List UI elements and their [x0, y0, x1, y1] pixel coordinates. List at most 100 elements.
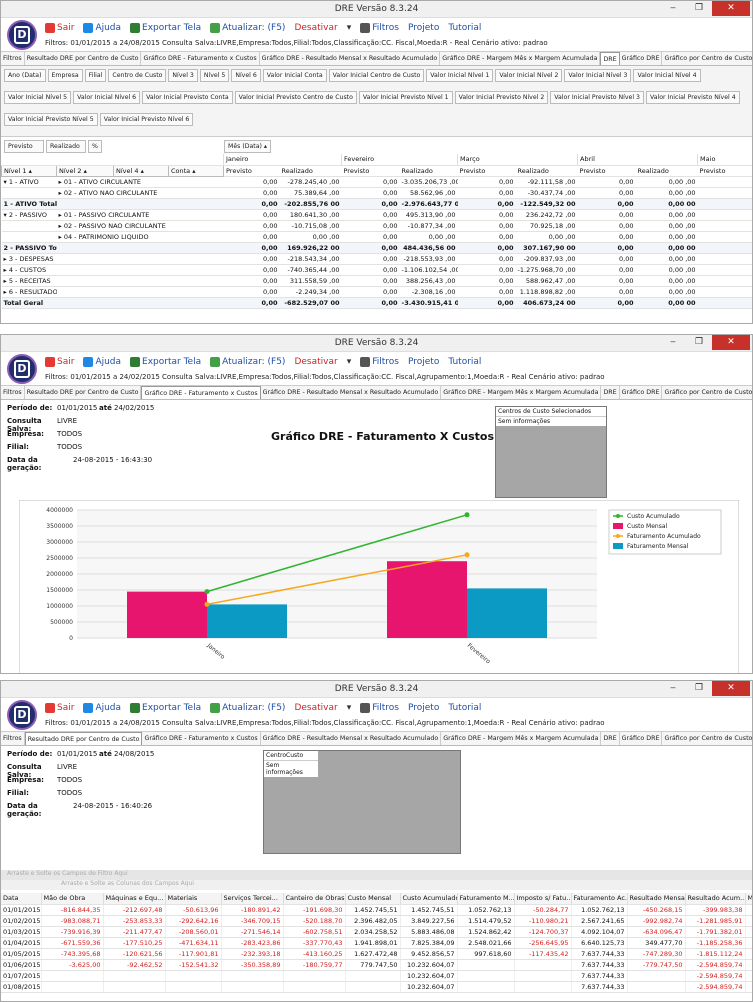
maximize-button[interactable]: ❐ — [694, 3, 704, 13]
field-chip[interactable]: Nível 3 — [168, 69, 198, 82]
line-point[interactable] — [464, 552, 470, 558]
tab-2[interactable]: Gráfico DRE - Faturamento x Custos — [141, 52, 260, 65]
menu-item-2[interactable]: Exportar Tela — [130, 703, 201, 713]
tab-0[interactable]: Filtros — [1, 732, 25, 745]
tab-3[interactable]: Gráfico DRE - Resultado Mensal x Resulta… — [261, 732, 442, 745]
tab-7[interactable]: Gráfico por Centro de Custo — [662, 386, 752, 399]
menu-item-3[interactable]: Atualizar: (F5) — [210, 357, 285, 367]
data-field-chip[interactable]: Previsto — [4, 140, 44, 153]
row-field-chip[interactable]: Conta ▴ — [168, 164, 224, 177]
table-row[interactable]: 01/07/2015 10.232.604,07 7.637.744,33 -2.59… — [1, 970, 752, 982]
column-header[interactable]: Custo Acumulado — [400, 893, 458, 905]
tab-3[interactable]: Gráfico DRE - Resultado Mensal x Resulta… — [261, 386, 442, 399]
pivot-row[interactable]: ▸ 02 - ATIVO NAO CIRCULANTE 0,00 75.389,64… — [1, 187, 752, 199]
tab-4[interactable]: Gráfico DRE - Margem Mês x Margem Acumul… — [441, 386, 602, 399]
pivot-row[interactable]: 1 - ATIVO Total 0,00 -202.855,76 00 0,00 -2.… — [1, 198, 752, 210]
tab-1[interactable]: Resultado DRE por Centro de Custo — [24, 732, 143, 745]
field-chip[interactable]: Valor Inicial Nível 5 — [4, 91, 72, 104]
menu-item-1[interactable]: Ajuda — [83, 23, 121, 33]
maximize-button[interactable]: ❐ — [694, 337, 704, 347]
table-row[interactable]: 01/06/2015 -3.625,00 -92.462,52 -152.541,32… — [1, 959, 752, 971]
tab-7[interactable]: Gráfico por Centro de Custo — [662, 52, 752, 65]
column-header[interactable]: Resultado Mensal — [627, 893, 686, 905]
column-header[interactable]: Mão de Obra — [41, 893, 104, 905]
menu-item-6[interactable]: Filtros — [360, 23, 399, 33]
menu-item-5[interactable]: ▾ — [346, 23, 352, 33]
line-point[interactable] — [464, 512, 470, 518]
tab-5[interactable]: DRE — [601, 386, 620, 399]
pivot-row[interactable]: ▸ 02 - PASSIVO NAO CIRCULANTE 0,00 -10.715… — [1, 220, 752, 232]
field-chip[interactable]: Centro de Custo — [108, 69, 167, 82]
menu-item-5[interactable]: ▾ — [346, 357, 352, 367]
field-chip[interactable]: Valor Inicial Previsto Nível 5 — [4, 113, 98, 126]
field-chip[interactable]: Valor Inicial Conta — [262, 69, 327, 82]
tab-4[interactable]: Gráfico DRE - Margem Mês x Margem Acumul… — [440, 52, 601, 65]
menu-item-3[interactable]: Atualizar: (F5) — [210, 703, 285, 713]
data-field-chip[interactable]: Realizado — [46, 140, 86, 153]
column-field-month[interactable]: Mês (Data) ▴ — [224, 140, 272, 153]
tab-5[interactable]: DRE — [601, 732, 620, 745]
tab-2[interactable]: Gráfico DRE - Faturamento x Custos — [142, 732, 261, 745]
table-row[interactable]: 01/02/2015 -983.088,71 -253.853,33 -292.642… — [1, 915, 752, 927]
menu-item-7[interactable]: Projeto — [407, 357, 440, 367]
field-chip[interactable]: Valor Inicial Previsto Nível 6 — [99, 113, 194, 126]
menu-item-0[interactable]: Sair — [45, 703, 74, 713]
column-header[interactable]: Canteiro de Obras — [283, 893, 346, 905]
minimize-button[interactable]: ‒ — [670, 3, 676, 13]
pivot-row[interactable]: Total Geral 0,00 -682.529,07 00 0,00 -3.430.… — [1, 297, 752, 309]
tab-6[interactable]: Gráfico DRE — [620, 732, 663, 745]
table-row[interactable]: 01/04/2015 -671.559,36 -177.510,25 -471.634… — [1, 937, 752, 949]
month-header[interactable]: Maio — [697, 154, 752, 166]
menu-item-4[interactable]: Desativar — [294, 703, 338, 713]
menu-item-4[interactable]: Desativar — [294, 23, 338, 33]
tab-1[interactable]: Resultado DRE por Centro de Custo — [25, 52, 142, 65]
close-button[interactable]: ✕ — [712, 1, 750, 16]
month-header[interactable]: Fevereiro — [340, 154, 458, 166]
field-chip[interactable]: Valor Inicial Previsto Nível 3 — [550, 91, 644, 104]
menu-item-0[interactable]: Sair — [45, 23, 74, 33]
menu-item-6[interactable]: Filtros — [360, 703, 399, 713]
menu-item-2[interactable]: Exportar Tela — [130, 23, 201, 33]
field-chip[interactable]: Valor Inicial Nível 6 — [73, 91, 141, 104]
month-header[interactable]: Janeiro — [223, 154, 342, 166]
menu-item-8[interactable]: Tutorial — [448, 23, 482, 33]
field-chip[interactable]: Valor Inicial Centro de Custo — [328, 69, 425, 82]
bar-custo-mensal[interactable] — [127, 591, 207, 638]
field-chip[interactable]: Empresa — [47, 69, 83, 82]
bar-custo-mensal[interactable] — [387, 561, 467, 638]
pivot-row[interactable]: ▾ 1 - ATIVO ▸ 01 - ATIVO CIRCULANTE 0,00 -2… — [1, 176, 752, 188]
tab-0[interactable]: Filtros — [1, 386, 25, 399]
menu-item-1[interactable]: Ajuda — [83, 703, 121, 713]
menu-item-2[interactable]: Exportar Tela — [130, 357, 201, 367]
pivot-row[interactable]: ▸ 5 - RECEITAS 0,00 311.558,59 ,00 0,00 388.… — [1, 275, 752, 287]
line-point[interactable] — [204, 589, 210, 595]
menu-item-5[interactable]: ▾ — [346, 703, 352, 713]
tab-4[interactable]: Gráfico DRE - Margem Mês x Margem Acumul… — [441, 732, 602, 745]
row-field-chip[interactable]: Nível 1 ▴ — [1, 164, 57, 177]
table-row[interactable]: 01/03/2015 -739.916,39 -211.477,47 -208.560… — [1, 926, 752, 938]
field-chip[interactable]: Valor Inicial Previsto Centro de Custo — [234, 91, 357, 104]
menu-item-3[interactable]: Atualizar: (F5) — [210, 23, 285, 33]
field-chip[interactable]: Nível 6 — [231, 69, 261, 82]
field-chip[interactable]: Nível 5 — [199, 69, 230, 82]
table-row[interactable]: 01/08/2015 10.232.604,07 7.637.744,33 -2.59… — [1, 981, 752, 993]
bar-faturamento-mensal[interactable] — [467, 588, 547, 638]
column-header[interactable]: Máquinas e Equ... — [103, 893, 166, 905]
tab-3[interactable]: Gráfico DRE - Resultado Mensal x Resulta… — [260, 52, 441, 65]
column-header[interactable]: Faturamento Ac... — [571, 893, 628, 905]
field-chip[interactable]: Valor Inicial Previsto Conta — [142, 91, 233, 104]
menu-item-7[interactable]: Projeto — [407, 703, 440, 713]
field-chip[interactable]: Filial — [84, 69, 107, 82]
table-row[interactable]: 01/05/2015 -743.395,68 -120.621,56 -117.901… — [1, 948, 752, 960]
tab-5[interactable]: DRE — [600, 52, 620, 65]
pivot-row[interactable]: ▸ 6 - RESULTADOS FINANCEIROS0,00-2.249,3… — [1, 286, 752, 298]
maximize-button[interactable]: ❐ — [694, 683, 704, 693]
month-header[interactable]: Março — [457, 154, 578, 166]
pivot-row[interactable]: ▸ 04 - PATRIMONIO LIQUIDO 0,00 0,00 ,00 0,0… — [1, 231, 752, 243]
field-chip[interactable]: Valor Inicial Previsto Nível 4 — [645, 91, 740, 104]
menu-item-8[interactable]: Tutorial — [448, 357, 482, 367]
month-header[interactable]: Abril — [577, 154, 698, 166]
close-button[interactable]: ✕ — [712, 681, 750, 696]
data-field-chip[interactable]: % — [88, 140, 102, 153]
